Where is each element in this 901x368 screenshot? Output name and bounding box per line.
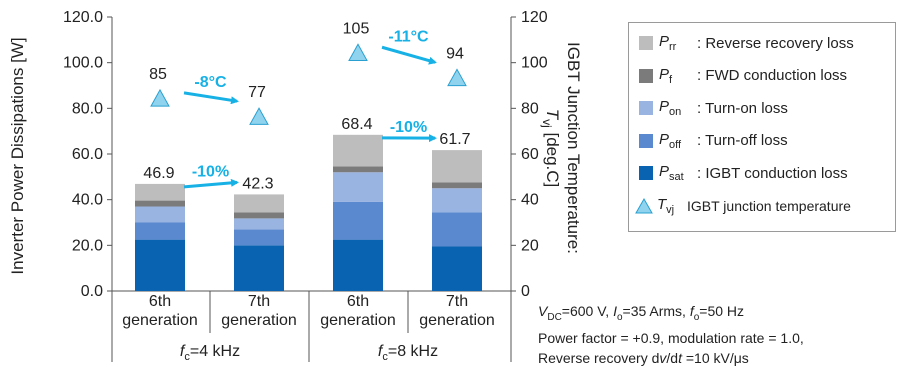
right-axis-title-line1: IGBT Junction Temperature:: [564, 42, 583, 254]
bar-segment-rr: [333, 135, 383, 167]
tvj-marker: [250, 108, 268, 124]
legend-symbol: Pf: [659, 66, 697, 86]
left-tick-label: 20.0: [72, 237, 103, 254]
left-tick-label: 100.0: [63, 55, 103, 72]
improvement-arrow: [184, 182, 237, 186]
right-tick-label: 80: [521, 100, 539, 117]
total-value-label: 42.3: [242, 175, 273, 192]
legend-symbol: Tvj: [657, 196, 687, 216]
right-tick-label: 40: [521, 192, 539, 209]
legend-item-rr: Prr: Reverse recovery loss: [639, 31, 854, 55]
legend-swatch: [639, 134, 653, 148]
left-tick-label: 80.0: [72, 100, 103, 117]
triangle-icon: [635, 198, 653, 214]
right-tick-label: 60: [521, 146, 539, 163]
legend-item-sat: Psat: IGBT conduction loss: [639, 161, 848, 185]
bar-segment-off: [234, 229, 284, 245]
right-axis-title-line2: Tvj [deg.C]: [540, 109, 562, 188]
right-tick-label: 0: [521, 283, 530, 300]
left-tick-label: 40.0: [72, 192, 103, 209]
bar-segment-f: [135, 201, 185, 207]
tvj-marker: [448, 69, 466, 85]
bar-category-label-line1: 7th: [446, 293, 468, 310]
legend-item-on: Pon: Turn-on loss: [639, 96, 788, 120]
legend-symbol: Psat: [659, 163, 697, 183]
bar-segment-rr: [432, 150, 482, 182]
bar-category-label-line1: 6th: [149, 293, 171, 310]
bar-segment-sat: [135, 240, 185, 291]
bar-segment-f: [234, 212, 284, 218]
left-tick-label: 60.0: [72, 146, 103, 163]
bar-segment-rr: [234, 194, 284, 212]
tvj-marker: [151, 90, 169, 106]
total-value-label: 68.4: [341, 116, 372, 133]
bar-category-label-line2: generation: [122, 312, 198, 329]
total-value-label: 46.9: [143, 165, 174, 182]
legend-description: IGBT junction temperature: [687, 198, 851, 214]
legend-description: : Turn-on loss: [697, 100, 788, 117]
improvement-label: -11°C: [388, 28, 429, 45]
legend-swatch: [639, 36, 653, 50]
legend-description: : Reverse recovery loss: [697, 35, 854, 52]
legend-symbol: Pon: [659, 98, 697, 118]
tvj-value-label: 105: [343, 20, 370, 37]
bar-category-label-line2: generation: [221, 312, 297, 329]
bar-segment-on: [234, 218, 284, 229]
bar-segment-off: [333, 202, 383, 240]
left-tick-label: 0.0: [81, 283, 103, 300]
legend-swatch: [639, 69, 653, 83]
right-tick-label: 120: [521, 9, 548, 26]
left-tick-label: 120.0: [63, 9, 103, 26]
right-tick-label: 20: [521, 237, 539, 254]
right-tick-label: 100: [521, 55, 548, 72]
improvement-label: -10%: [390, 119, 427, 136]
bar-segment-on: [432, 188, 482, 212]
left-axis-title: Inverter Power Dissipations [W]: [8, 37, 27, 274]
legend-swatch: [639, 101, 653, 115]
bar-segment-on: [333, 172, 383, 202]
improvement-arrow: [382, 47, 435, 62]
bar-category-label-line2: generation: [419, 312, 495, 329]
bar-segment-on: [135, 207, 185, 223]
bar-segment-off: [432, 212, 482, 246]
tvj-value-label: 94: [446, 45, 464, 62]
improvement-label: -10%: [192, 163, 229, 180]
legend-description: : IGBT conduction loss: [697, 165, 848, 182]
condition-line-1: VDC=600 V, Io=35 Arms, fo=50 Hz: [538, 301, 804, 328]
tvj-marker: [349, 44, 367, 60]
legend-item-f: Pf: FWD conduction loss: [639, 64, 847, 88]
legend-description: : FWD conduction loss: [697, 67, 847, 84]
bar-segment-sat: [432, 246, 482, 291]
bar-segment-f: [333, 166, 383, 172]
bar-category-label-line1: 7th: [248, 293, 270, 310]
bar-segment-sat: [333, 240, 383, 291]
bar-category-label-line1: 6th: [347, 293, 369, 310]
group-label: fc=4 kHz: [180, 343, 240, 363]
bar-segment-rr: [135, 184, 185, 201]
total-value-label: 61.7: [439, 131, 470, 148]
legend-symbol: Poff: [659, 131, 697, 151]
legend-symbol: Prr: [659, 33, 697, 53]
tvj-value-label: 77: [248, 84, 266, 101]
condition-line-2: Power factor = +0.9, modulation rate = 1…: [538, 328, 804, 348]
legend-description: : Turn-off loss: [697, 132, 788, 149]
bar-segment-off: [135, 223, 185, 240]
test-conditions: VDC=600 V, Io=35 Arms, fo=50 Hz Power fa…: [538, 301, 804, 368]
bar-category-label-line2: generation: [320, 312, 396, 329]
bar-segment-f: [432, 182, 482, 188]
bar-segment-sat: [234, 245, 284, 291]
group-label: fc=8 kHz: [378, 343, 438, 363]
improvement-label: -8°C: [194, 74, 227, 91]
legend-item-off: Poff: Turn-off loss: [639, 129, 788, 153]
tvj-value-label: 85: [149, 66, 167, 83]
legend-swatch: [639, 166, 653, 180]
improvement-arrow: [184, 93, 237, 101]
